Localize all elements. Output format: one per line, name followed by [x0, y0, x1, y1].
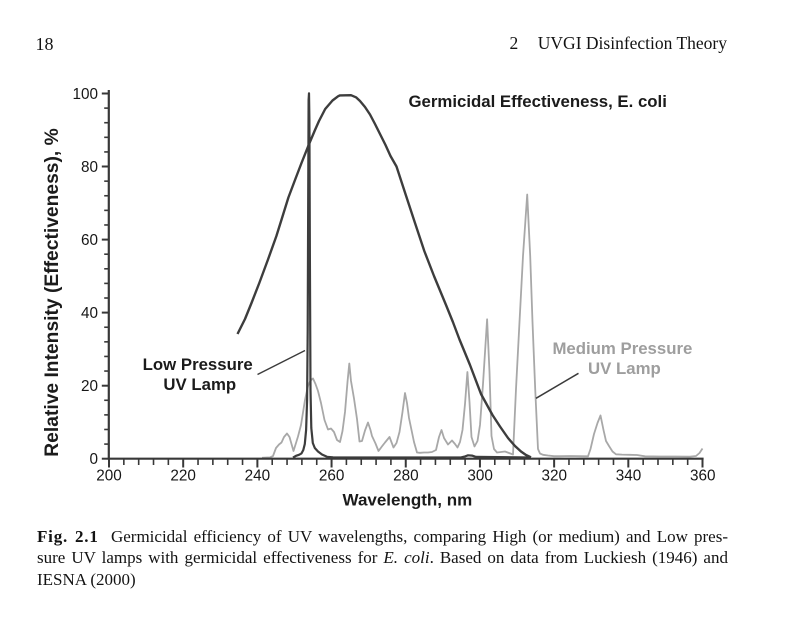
- svg-text:340: 340: [616, 467, 642, 484]
- svg-text:Low Pressure: Low Pressure: [143, 355, 253, 374]
- svg-text:100: 100: [72, 86, 98, 103]
- svg-text:260: 260: [319, 467, 345, 484]
- svg-text:UV Lamp: UV Lamp: [163, 375, 236, 394]
- svg-text:Germicidal Effectiveness, E. c: Germicidal Effectiveness, E. coli: [409, 92, 667, 111]
- svg-text:Medium Pressure: Medium Pressure: [552, 339, 692, 358]
- svg-text:60: 60: [81, 232, 98, 249]
- svg-text:320: 320: [542, 467, 568, 484]
- svg-text:Wavelength, nm: Wavelength, nm: [343, 490, 473, 509]
- svg-text:40: 40: [81, 305, 98, 322]
- svg-text:300: 300: [467, 467, 493, 484]
- svg-text:200: 200: [96, 467, 122, 484]
- svg-text:0: 0: [89, 451, 98, 468]
- svg-text:20: 20: [81, 378, 98, 395]
- svg-text:240: 240: [245, 467, 271, 484]
- svg-text:220: 220: [170, 467, 196, 484]
- svg-text:UV Lamp: UV Lamp: [588, 359, 661, 378]
- svg-text:80: 80: [81, 159, 98, 176]
- svg-text:Relative Intensity (Effectiven: Relative Intensity (Effectiveness), %: [42, 128, 63, 456]
- svg-text:360: 360: [690, 467, 716, 484]
- svg-text:280: 280: [393, 467, 419, 484]
